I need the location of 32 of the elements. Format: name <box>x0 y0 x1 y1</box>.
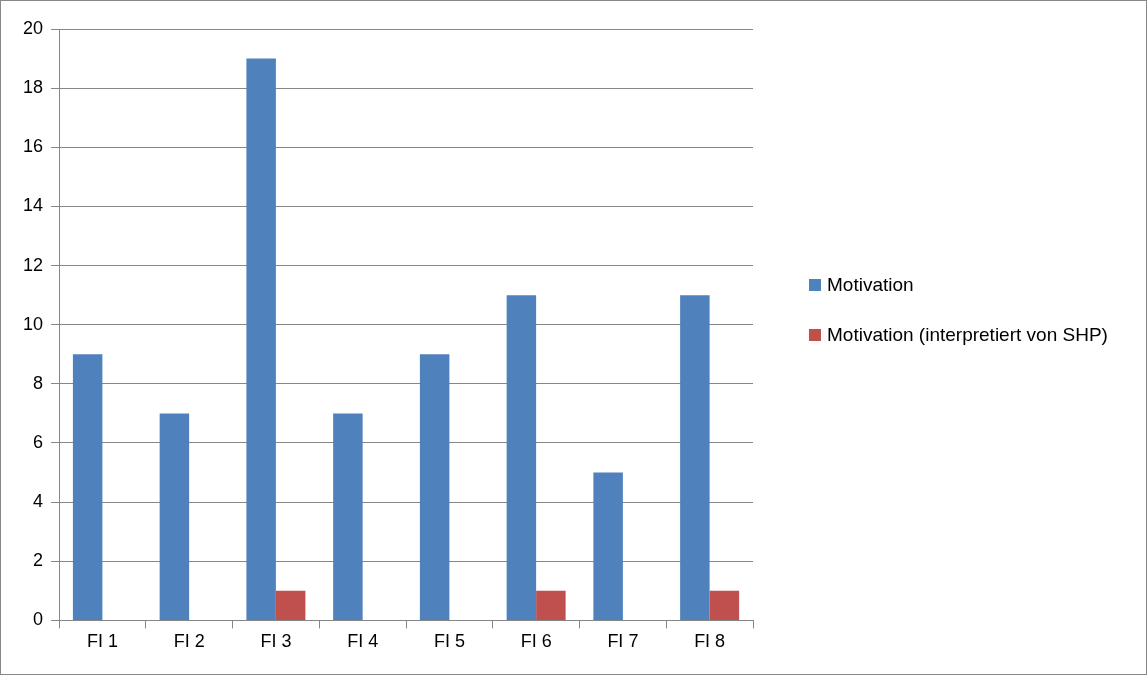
x-tick-label: FI 2 <box>173 631 205 652</box>
x-tick-label: FI 3 <box>260 631 292 652</box>
y-tick-label: 12 <box>22 254 44 275</box>
bar <box>333 413 363 620</box>
bar <box>419 354 450 620</box>
bar <box>159 413 190 620</box>
bar <box>680 295 710 620</box>
legend-label: Motivation (interpretiert von SHP) <box>827 323 1108 347</box>
y-tick-label: 2 <box>33 550 44 571</box>
y-tick-label: 10 <box>22 313 44 334</box>
bar <box>72 354 103 620</box>
y-tick-label: 4 <box>33 491 44 512</box>
x-tick-label: FI 4 <box>347 631 379 652</box>
y-tick-label: 16 <box>22 136 44 157</box>
y-tick-label: 14 <box>22 195 44 216</box>
bar <box>275 590 306 620</box>
x-tick-label: FI 1 <box>86 631 118 652</box>
y-tick-label: 6 <box>33 431 44 452</box>
bar <box>536 590 566 620</box>
x-tick-label: FI 5 <box>433 631 465 652</box>
bar <box>709 590 740 620</box>
y-tick-label: 18 <box>22 77 44 98</box>
bar <box>246 58 276 620</box>
x-tick-label: FI 6 <box>520 631 552 652</box>
y-tick-label: 0 <box>33 609 44 630</box>
x-tick-label: FI 8 <box>694 631 726 652</box>
y-tick-label: 20 <box>22 17 44 38</box>
bar <box>593 472 623 620</box>
legend-label: Motivation <box>827 273 914 297</box>
y-tick-label: 8 <box>33 372 44 393</box>
bar <box>506 295 537 620</box>
x-tick-label: FI 7 <box>607 631 639 652</box>
